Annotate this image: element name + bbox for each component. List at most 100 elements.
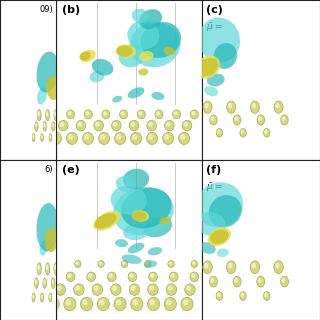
Circle shape bbox=[108, 272, 116, 282]
Circle shape bbox=[101, 135, 105, 139]
Circle shape bbox=[174, 112, 177, 115]
Ellipse shape bbox=[122, 254, 142, 264]
Circle shape bbox=[274, 101, 283, 113]
Circle shape bbox=[51, 278, 55, 289]
Circle shape bbox=[276, 104, 279, 108]
Ellipse shape bbox=[116, 44, 136, 58]
Ellipse shape bbox=[141, 22, 181, 58]
Ellipse shape bbox=[36, 52, 59, 92]
Circle shape bbox=[89, 274, 92, 277]
Text: $\bar{\mu}$ =: $\bar{\mu}$ = bbox=[206, 21, 224, 34]
Circle shape bbox=[68, 274, 71, 277]
Circle shape bbox=[147, 120, 156, 131]
Ellipse shape bbox=[128, 87, 144, 98]
Ellipse shape bbox=[199, 18, 240, 62]
Circle shape bbox=[57, 286, 61, 290]
Ellipse shape bbox=[139, 9, 162, 29]
Circle shape bbox=[64, 297, 76, 311]
Ellipse shape bbox=[204, 86, 218, 96]
Circle shape bbox=[139, 112, 142, 115]
Circle shape bbox=[179, 101, 188, 113]
Circle shape bbox=[233, 115, 241, 125]
Circle shape bbox=[76, 286, 79, 290]
Ellipse shape bbox=[132, 9, 149, 23]
Circle shape bbox=[205, 263, 208, 268]
Circle shape bbox=[171, 274, 174, 277]
Ellipse shape bbox=[115, 239, 128, 247]
Circle shape bbox=[86, 112, 89, 115]
Circle shape bbox=[227, 261, 236, 274]
Circle shape bbox=[241, 130, 243, 133]
Circle shape bbox=[98, 260, 104, 268]
Circle shape bbox=[43, 278, 47, 289]
Circle shape bbox=[57, 134, 60, 141]
Circle shape bbox=[203, 261, 212, 274]
Circle shape bbox=[188, 117, 190, 121]
Circle shape bbox=[32, 134, 35, 141]
Ellipse shape bbox=[196, 212, 226, 236]
Circle shape bbox=[63, 265, 65, 269]
Circle shape bbox=[94, 120, 103, 131]
Circle shape bbox=[83, 300, 87, 305]
Circle shape bbox=[148, 297, 160, 311]
Circle shape bbox=[181, 297, 193, 311]
Circle shape bbox=[33, 135, 34, 138]
Circle shape bbox=[193, 129, 199, 137]
Circle shape bbox=[37, 263, 41, 275]
Circle shape bbox=[227, 101, 236, 113]
Circle shape bbox=[62, 263, 67, 275]
Circle shape bbox=[218, 130, 220, 133]
Ellipse shape bbox=[90, 71, 104, 83]
Circle shape bbox=[76, 262, 78, 264]
Circle shape bbox=[38, 265, 39, 269]
Circle shape bbox=[182, 120, 192, 131]
Circle shape bbox=[94, 286, 98, 290]
Circle shape bbox=[103, 112, 106, 115]
Circle shape bbox=[62, 109, 66, 121]
Ellipse shape bbox=[195, 55, 220, 79]
Ellipse shape bbox=[79, 52, 91, 60]
Circle shape bbox=[45, 263, 50, 275]
Circle shape bbox=[216, 129, 222, 137]
Circle shape bbox=[123, 262, 125, 264]
Ellipse shape bbox=[116, 45, 132, 57]
Circle shape bbox=[169, 272, 178, 282]
Circle shape bbox=[203, 101, 212, 113]
Ellipse shape bbox=[138, 68, 148, 76]
Circle shape bbox=[44, 280, 45, 284]
Circle shape bbox=[44, 124, 45, 127]
Circle shape bbox=[257, 276, 265, 287]
Circle shape bbox=[257, 115, 265, 125]
Circle shape bbox=[58, 135, 59, 138]
Circle shape bbox=[100, 300, 104, 305]
Circle shape bbox=[149, 272, 157, 282]
Circle shape bbox=[120, 110, 128, 119]
Ellipse shape bbox=[132, 211, 146, 221]
Circle shape bbox=[131, 132, 142, 145]
Circle shape bbox=[51, 132, 61, 145]
Circle shape bbox=[43, 122, 46, 131]
Ellipse shape bbox=[151, 92, 164, 100]
Circle shape bbox=[46, 112, 48, 116]
Circle shape bbox=[250, 261, 260, 274]
Circle shape bbox=[49, 134, 52, 141]
Circle shape bbox=[168, 286, 172, 290]
Ellipse shape bbox=[128, 243, 144, 253]
Circle shape bbox=[133, 135, 137, 139]
Circle shape bbox=[228, 104, 232, 108]
Circle shape bbox=[164, 297, 176, 311]
Ellipse shape bbox=[93, 211, 121, 231]
Circle shape bbox=[63, 112, 65, 116]
Text: (f): (f) bbox=[206, 165, 221, 175]
Circle shape bbox=[60, 123, 64, 126]
Circle shape bbox=[130, 274, 133, 277]
Circle shape bbox=[121, 112, 124, 115]
Circle shape bbox=[165, 135, 169, 139]
Circle shape bbox=[131, 123, 134, 126]
Circle shape bbox=[35, 278, 38, 289]
Circle shape bbox=[60, 278, 63, 289]
Circle shape bbox=[194, 130, 196, 133]
Circle shape bbox=[131, 286, 135, 290]
Circle shape bbox=[263, 292, 270, 300]
Circle shape bbox=[54, 263, 58, 275]
